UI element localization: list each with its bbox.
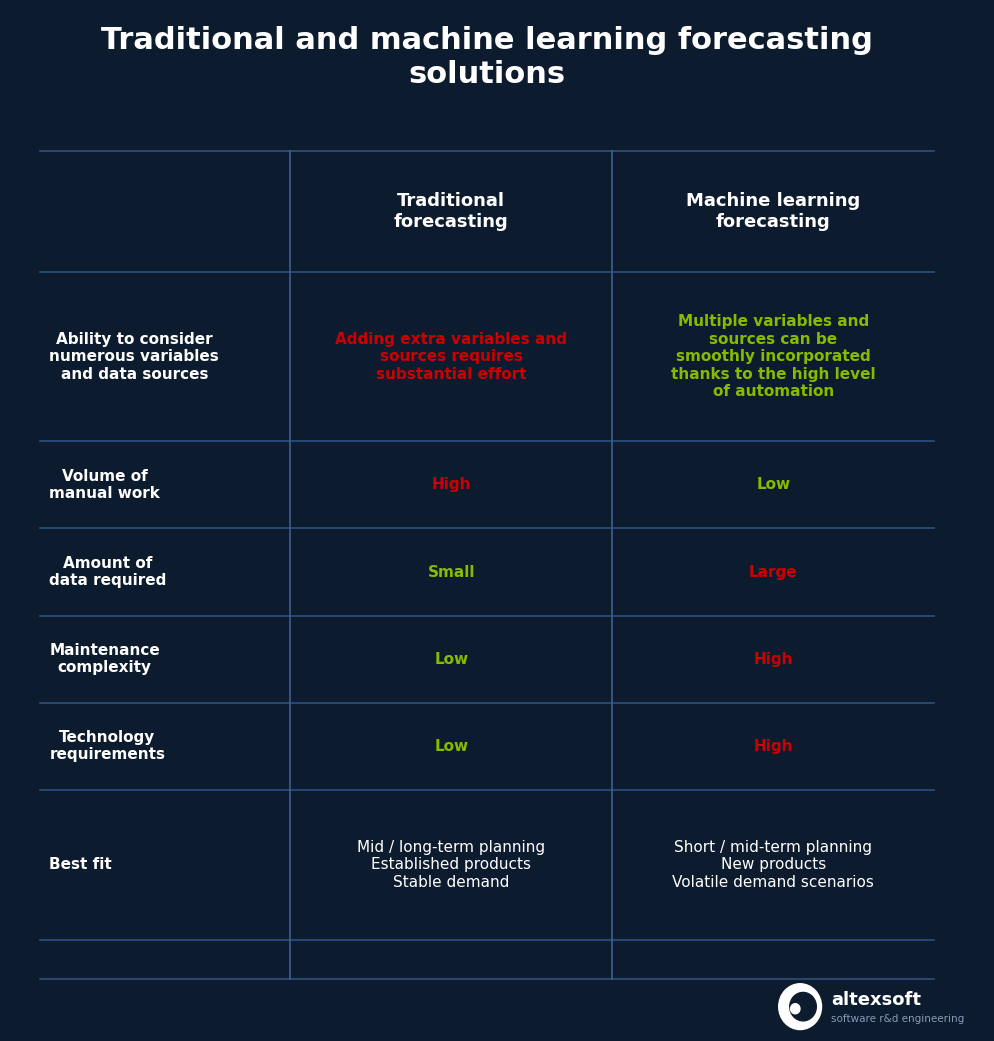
Text: altexsoft: altexsoft	[831, 991, 921, 1010]
Text: Low: Low	[434, 652, 468, 666]
Text: Low: Low	[756, 478, 790, 492]
Circle shape	[790, 992, 816, 1021]
Text: Amount of
data required: Amount of data required	[50, 556, 167, 588]
Text: Ability to consider
numerous variables
and data sources: Ability to consider numerous variables a…	[50, 332, 219, 382]
Text: software r&d engineering: software r&d engineering	[831, 1014, 964, 1024]
Text: Multiple variables and
sources can be
smoothly incorporated
thanks to the high l: Multiple variables and sources can be sm…	[671, 314, 876, 399]
Text: High: High	[431, 478, 471, 492]
Text: Volume of
manual work: Volume of manual work	[50, 468, 160, 501]
Text: Traditional
forecasting: Traditional forecasting	[394, 192, 509, 231]
Text: Best fit: Best fit	[50, 858, 112, 872]
Text: Maintenance
complexity: Maintenance complexity	[50, 643, 160, 676]
Circle shape	[790, 1004, 800, 1014]
Text: Machine learning
forecasting: Machine learning forecasting	[686, 192, 861, 231]
Text: Technology
requirements: Technology requirements	[50, 730, 165, 762]
Text: Traditional and machine learning forecasting
solutions: Traditional and machine learning forecas…	[101, 26, 873, 88]
Text: Mid / long-term planning
Established products
Stable demand: Mid / long-term planning Established pro…	[357, 840, 546, 890]
Text: High: High	[753, 652, 793, 666]
Text: Large: Large	[748, 564, 797, 580]
Text: Low: Low	[434, 739, 468, 754]
Text: Small: Small	[427, 564, 475, 580]
Text: Short / mid-term planning
New products
Volatile demand scenarios: Short / mid-term planning New products V…	[672, 840, 874, 890]
Circle shape	[778, 984, 821, 1030]
Text: Adding extra variables and
sources requires
substantial effort: Adding extra variables and sources requi…	[335, 332, 568, 382]
Text: High: High	[753, 739, 793, 754]
